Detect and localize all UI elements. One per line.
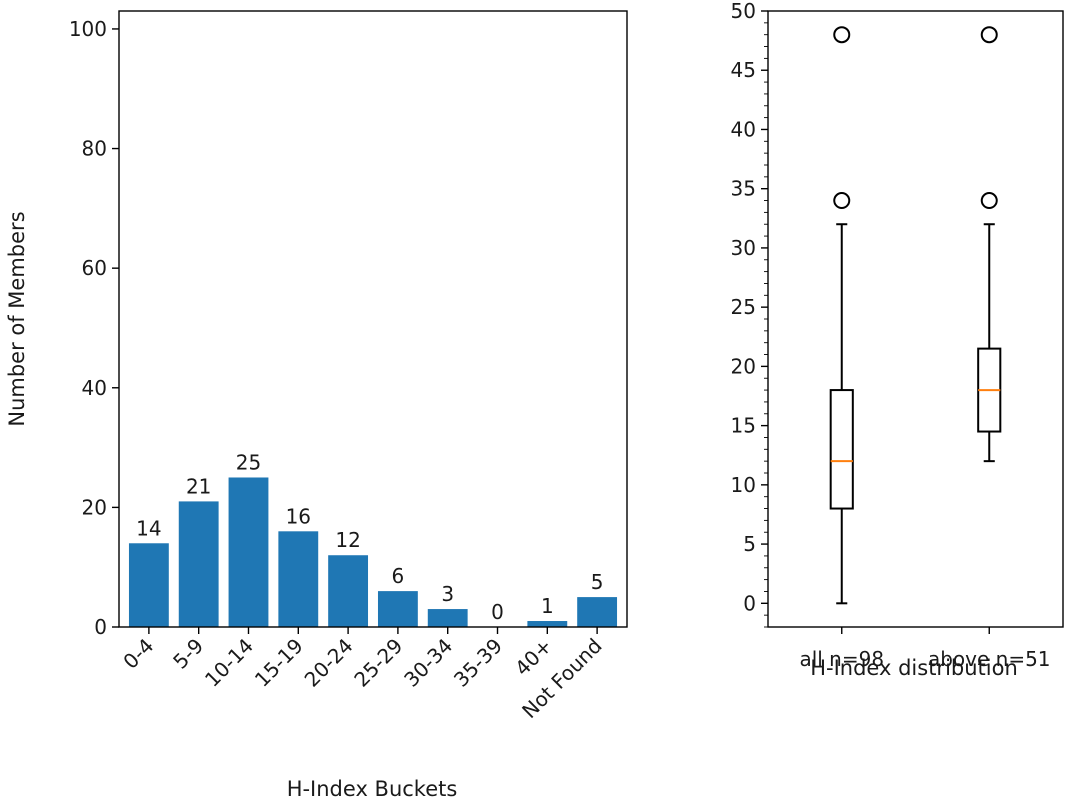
bar-y-axis: 0 20 40 60 80 100 [69,17,119,639]
box-y-tick-label: 50 [731,0,756,23]
box-y-axis: 0 5 10 15 20 25 30 35 40 45 50 [731,0,768,628]
bar-40- [527,621,568,627]
bar-data-label: 21 [186,474,211,498]
bar-data-label: 3 [441,582,454,606]
box-x-tick-label: above n=51 [928,647,1051,671]
bar-x-tick-label: 20-24 [300,634,358,692]
bars [128,477,618,627]
box-plot-frame [767,10,1064,628]
box-1 [829,26,854,605]
box-x-axis: all n=98 above n=51 [799,627,1051,671]
box-y-tick-label: 40 [731,117,756,141]
bar-x-tick-label: 35-39 [449,634,507,692]
boxes [829,26,1002,605]
bar-plot-frame [118,10,628,628]
bar-data-label: 5 [591,570,604,594]
outlier-point [980,192,998,210]
box-y-tick-label: 20 [731,354,756,378]
bar-15-19 [278,531,319,627]
bar-data-label: 1 [541,594,554,618]
box-2 [977,26,1002,463]
box-y-tick-label: 35 [731,177,756,201]
box-y-tick-label: 45 [731,58,756,82]
bar-x-tick-label: 10-14 [200,634,258,692]
outlier-point [980,26,998,44]
bar-data-labels: 14 21 25 16 12 6 3 0 1 5 [136,450,603,624]
bar-data-label: 12 [335,528,360,552]
box-y-tick-label: 30 [731,236,756,260]
box-x-tick-label: all n=98 [799,647,884,671]
bar-x-tick-label: 30-34 [399,634,457,692]
bar-20-24 [328,555,369,627]
bar-x-axis-label: H-Index Buckets [287,777,458,801]
bar-x-tick-label: 5-9 [168,634,208,674]
bar-data-label: 14 [136,516,161,540]
bar-10-14 [228,477,269,627]
bar-5-9 [178,501,219,627]
bar-not-found [577,597,618,627]
box-y-tick-label: 25 [731,295,756,319]
bar-y-tick-label: 0 [94,615,107,639]
bar-y-tick-label: 80 [82,137,107,161]
bar-data-label: 6 [392,564,405,588]
bar-y-tick-label: 100 [69,17,107,41]
box-y-tick-label: 15 [731,414,756,438]
bar-data-label: 0 [491,600,504,624]
bar-x-tick-label: 0-4 [118,634,158,674]
iqr-box [829,389,854,510]
bar-data-label: 16 [286,504,311,528]
bar-30-34 [427,609,468,627]
box-x-axis-label: H-Index distribution [810,656,1018,680]
bar-data-label: 25 [236,450,261,474]
bar-x-tick-label: 15-19 [250,634,308,692]
box-y-tick-label: 0 [743,591,756,615]
bar-x-tick-label: 25-29 [349,634,407,692]
box-y-tick-label: 10 [731,473,756,497]
outlier-point [833,192,851,210]
bar-0-4 [128,543,169,627]
outlier-point [833,26,851,44]
bar-y-tick-label: 20 [82,495,107,519]
bar-y-tick-label: 40 [82,376,107,400]
bar-y-tick-label: 60 [82,256,107,280]
box-y-tick-label: 5 [743,532,756,556]
bar-25-29 [377,591,418,627]
bar-y-axis-label: Number of Members [5,211,29,426]
